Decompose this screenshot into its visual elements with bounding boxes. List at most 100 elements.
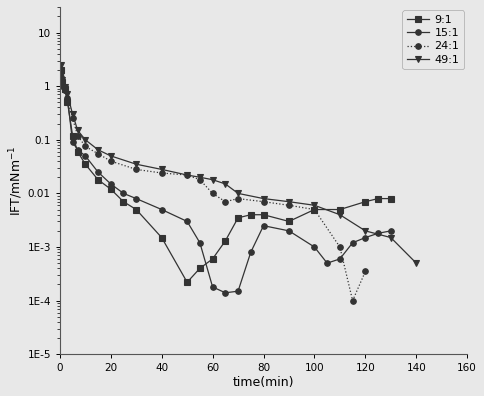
24:1 xyxy=(312,207,318,212)
24:1 xyxy=(184,173,190,177)
49:1 xyxy=(60,78,65,82)
15:1 xyxy=(60,84,65,89)
X-axis label: time(min): time(min) xyxy=(233,376,294,389)
24:1 xyxy=(286,203,292,208)
24:1 xyxy=(350,298,356,303)
15:1 xyxy=(286,228,292,233)
15:1 xyxy=(223,290,228,295)
24:1 xyxy=(75,133,80,138)
Line: 9:1: 9:1 xyxy=(59,67,393,285)
Legend: 9:1, 15:1, 24:1, 49:1: 9:1, 15:1, 24:1, 49:1 xyxy=(402,10,464,69)
15:1 xyxy=(64,96,70,101)
49:1 xyxy=(312,203,318,208)
Y-axis label: IFT/mNm$^{-1}$: IFT/mNm$^{-1}$ xyxy=(7,145,25,216)
24:1 xyxy=(70,116,76,121)
15:1 xyxy=(70,140,76,145)
49:1 xyxy=(95,147,101,152)
9:1 xyxy=(375,196,381,201)
24:1 xyxy=(62,88,68,92)
15:1 xyxy=(121,191,126,196)
24:1 xyxy=(82,144,88,149)
49:1 xyxy=(413,261,419,266)
24:1 xyxy=(159,171,165,175)
9:1 xyxy=(235,215,241,220)
49:1 xyxy=(159,167,165,172)
9:1 xyxy=(58,68,64,72)
9:1 xyxy=(210,257,215,261)
9:1 xyxy=(286,219,292,224)
15:1 xyxy=(324,261,330,266)
24:1 xyxy=(64,98,70,103)
49:1 xyxy=(260,196,266,201)
9:1 xyxy=(121,199,126,204)
49:1 xyxy=(184,173,190,177)
15:1 xyxy=(350,240,356,245)
24:1 xyxy=(95,151,101,156)
15:1 xyxy=(75,147,80,152)
15:1 xyxy=(248,250,254,255)
49:1 xyxy=(70,112,76,116)
49:1 xyxy=(133,162,139,167)
24:1 xyxy=(235,196,241,201)
9:1 xyxy=(159,235,165,240)
9:1 xyxy=(64,100,70,105)
49:1 xyxy=(363,228,368,233)
9:1 xyxy=(260,212,266,217)
9:1 xyxy=(223,238,228,243)
49:1 xyxy=(75,128,80,133)
9:1 xyxy=(95,177,101,182)
15:1 xyxy=(388,228,393,233)
24:1 xyxy=(210,191,215,196)
15:1 xyxy=(260,223,266,228)
15:1 xyxy=(133,196,139,201)
9:1 xyxy=(363,199,368,204)
9:1 xyxy=(248,212,254,217)
24:1 xyxy=(58,70,64,75)
9:1 xyxy=(388,196,393,201)
9:1 xyxy=(197,266,203,271)
9:1 xyxy=(312,207,318,212)
Line: 24:1: 24:1 xyxy=(59,70,368,303)
Line: 15:1: 15:1 xyxy=(59,74,393,295)
15:1 xyxy=(312,245,318,249)
Line: 49:1: 49:1 xyxy=(59,62,419,266)
24:1 xyxy=(337,245,343,249)
49:1 xyxy=(82,137,88,142)
15:1 xyxy=(95,169,101,174)
9:1 xyxy=(82,162,88,167)
49:1 xyxy=(388,235,393,240)
24:1 xyxy=(197,177,203,182)
24:1 xyxy=(223,199,228,204)
9:1 xyxy=(108,187,114,192)
9:1 xyxy=(60,80,65,84)
24:1 xyxy=(133,167,139,172)
49:1 xyxy=(64,92,70,97)
15:1 xyxy=(62,88,68,92)
15:1 xyxy=(210,285,215,289)
15:1 xyxy=(197,240,203,245)
9:1 xyxy=(337,207,343,212)
49:1 xyxy=(62,85,68,90)
15:1 xyxy=(184,219,190,224)
49:1 xyxy=(223,182,228,187)
9:1 xyxy=(75,149,80,154)
15:1 xyxy=(337,257,343,261)
49:1 xyxy=(337,212,343,217)
49:1 xyxy=(108,154,114,158)
49:1 xyxy=(286,199,292,204)
9:1 xyxy=(133,207,139,212)
24:1 xyxy=(260,199,266,204)
49:1 xyxy=(58,63,64,67)
24:1 xyxy=(363,269,368,274)
15:1 xyxy=(159,207,165,212)
15:1 xyxy=(108,182,114,187)
9:1 xyxy=(62,86,68,91)
15:1 xyxy=(82,154,88,158)
15:1 xyxy=(235,289,241,293)
9:1 xyxy=(70,133,76,138)
24:1 xyxy=(60,82,65,86)
49:1 xyxy=(235,191,241,196)
24:1 xyxy=(108,159,114,164)
9:1 xyxy=(184,280,190,285)
49:1 xyxy=(210,177,215,182)
